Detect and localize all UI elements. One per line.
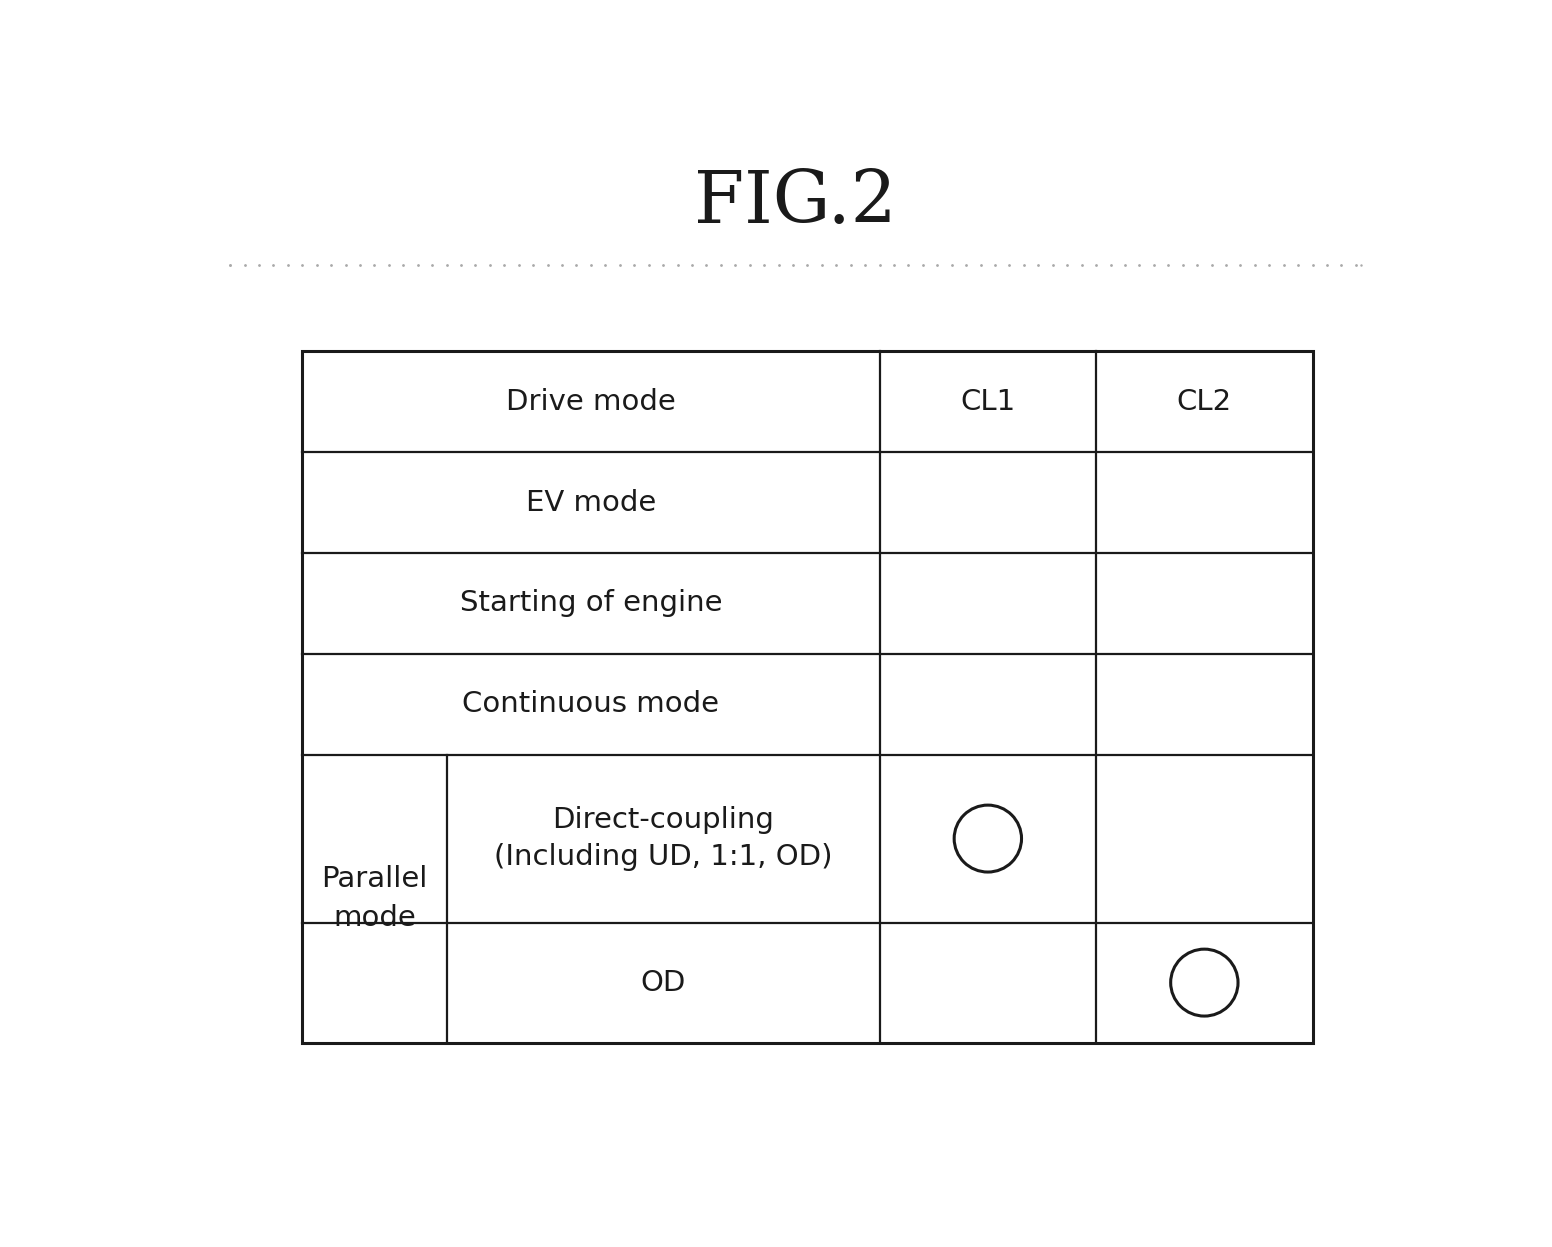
Text: CL1: CL1: [961, 388, 1015, 415]
Text: FIG.2: FIG.2: [694, 167, 897, 238]
Text: CL2: CL2: [1176, 388, 1232, 415]
Bar: [303, 352, 1313, 1042]
Text: Parallel
mode: Parallel mode: [321, 865, 428, 932]
Text: Drive mode: Drive mode: [506, 388, 675, 415]
Text: Starting of engine: Starting of engine: [459, 590, 722, 617]
Text: Continuous mode: Continuous mode: [462, 690, 720, 718]
Bar: [303, 352, 1313, 1042]
Text: EV mode: EV mode: [526, 489, 656, 516]
Text: Direct-coupling
(Including UD, 1:1, OD): Direct-coupling (Including UD, 1:1, OD): [494, 806, 832, 870]
Text: OD: OD: [641, 969, 686, 996]
